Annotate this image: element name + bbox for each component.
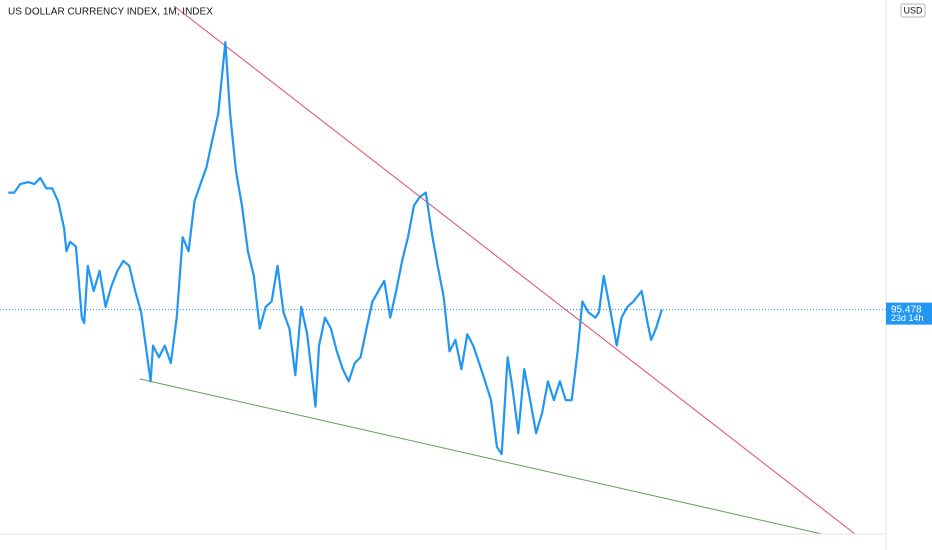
currency-badge[interactable] — [900, 3, 926, 18]
chart-title: US DOLLAR CURRENCY INDEX, 1M, INDEX — [8, 7, 213, 18]
last-price-label: 95.478 — [891, 304, 922, 315]
countdown-label: 23d 14h — [891, 313, 924, 323]
support-trendline — [139, 378, 823, 535]
currency-label: USD — [903, 5, 923, 15]
plot — [0, 41, 886, 456]
price-line — [8, 41, 663, 456]
resistance-trendline — [173, 5, 856, 535]
last-price-box — [886, 302, 932, 325]
